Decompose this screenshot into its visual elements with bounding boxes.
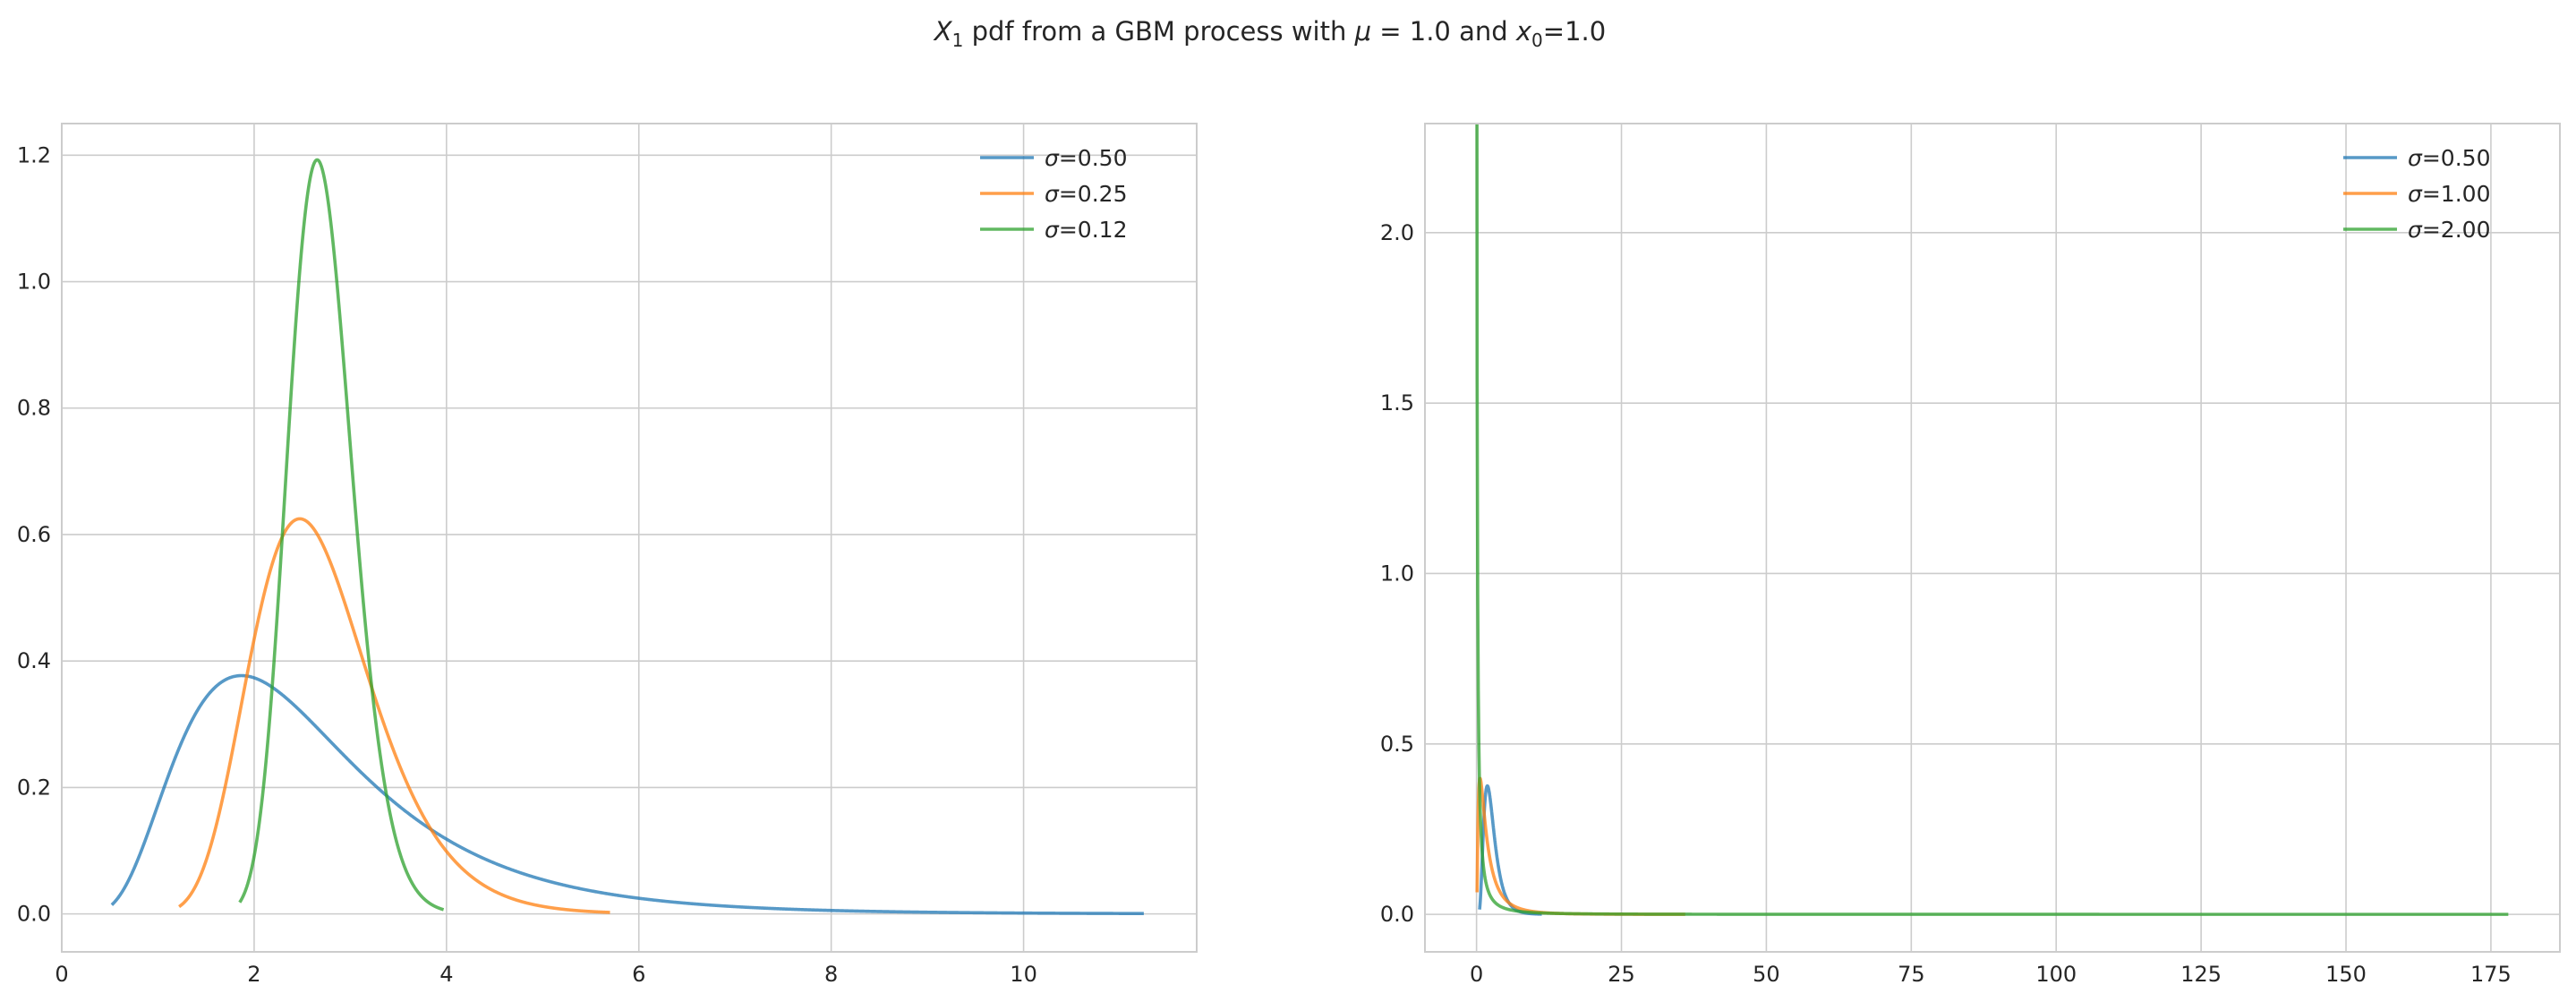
left-xtick-label-4: 8 <box>824 962 838 987</box>
title-and: and <box>1451 16 1516 47</box>
left-xtick-label-1: 2 <box>247 962 260 987</box>
right-axes-frame <box>1424 123 2561 953</box>
right-xtick-label-7: 175 <box>2470 962 2512 987</box>
title-var-sub: 1 <box>952 30 964 51</box>
left-ytick-label-5: 1.0 <box>17 270 51 295</box>
title-var: X <box>933 16 953 47</box>
right-curves <box>1475 124 2510 916</box>
right-xtick-label-4: 100 <box>2035 962 2077 987</box>
right-subplot: 0 25 50 75 100 125 150 175 0.0 0.5 1.0 1.5 2.0 σ=0.50… <box>1380 123 2561 987</box>
right-legend-label-0: σ=0.50 <box>2408 145 2490 171</box>
right-xtick-label-0: 0 <box>1470 962 1483 987</box>
left-series-line-0 <box>110 673 1146 916</box>
left-ytick-label-1: 0.2 <box>17 775 51 800</box>
right-legend-label-2: σ=2.00 <box>2408 217 2490 243</box>
right-legend: σ=0.50 σ=1.00 σ=2.00 <box>2343 145 2490 243</box>
left-ytick-label-6: 1.2 <box>17 142 51 167</box>
figure-title: X1 pdf from a GBM process with μ = 1.0 a… <box>933 16 1606 51</box>
title-mu-symbol: μ <box>1354 16 1371 47</box>
title-mu-value: = 1.0 <box>1371 16 1451 47</box>
left-curves <box>110 158 1146 916</box>
title-x0-var: x <box>1515 16 1532 47</box>
left-xtick-label-3: 6 <box>632 962 645 987</box>
left-axes-frame <box>61 123 1198 953</box>
right-ytick-label-2: 1.0 <box>1380 561 1414 586</box>
left-ytick-label-0: 0.0 <box>17 902 51 927</box>
right-legend-label-1: σ=1.00 <box>2408 181 2490 207</box>
left-xtick-label-5: 10 <box>1010 962 1037 987</box>
left-ytick-label-3: 0.6 <box>17 522 51 547</box>
title-x0-sub: 0 <box>1531 30 1543 51</box>
right-xtick-label-3: 75 <box>1898 962 1925 987</box>
right-xtick-label-6: 150 <box>2325 962 2367 987</box>
left-xtick-label-2: 4 <box>439 962 453 987</box>
title-text-mid: pdf from a GBM process with <box>963 16 1354 47</box>
right-ytick-label-0: 0.0 <box>1380 902 1414 927</box>
left-ytick-label-4: 0.8 <box>17 396 51 421</box>
left-subplot: 0 2 4 6 8 10 0.0 0.2 0.4 0.6 0.8 1.0 1.2 σ=0.50 σ=0.25… <box>17 123 1198 987</box>
left-legend-label-0: σ=0.50 <box>1045 145 1127 171</box>
right-ytick-label-4: 2.0 <box>1380 220 1414 245</box>
right-xtick-label-5: 125 <box>2180 962 2222 987</box>
left-ytick-label-2: 0.4 <box>17 648 51 673</box>
right-xtick-label-1: 25 <box>1608 962 1635 987</box>
right-ytick-label-3: 1.5 <box>1380 390 1414 415</box>
left-series-line-1 <box>177 517 612 914</box>
right-xtick-label-2: 50 <box>1753 962 1780 987</box>
left-legend: σ=0.50 σ=0.25 σ=0.12 <box>980 145 1127 243</box>
left-legend-label-1: σ=0.25 <box>1045 181 1127 207</box>
right-ytick-label-1: 0.5 <box>1380 732 1414 757</box>
left-series-line-2 <box>238 158 446 912</box>
left-legend-label-2: σ=0.12 <box>1045 217 1127 243</box>
left-xtick-label-0: 0 <box>55 962 68 987</box>
right-series-line-2 <box>1475 124 2510 916</box>
title-x0-value: =1.0 <box>1543 16 1606 47</box>
